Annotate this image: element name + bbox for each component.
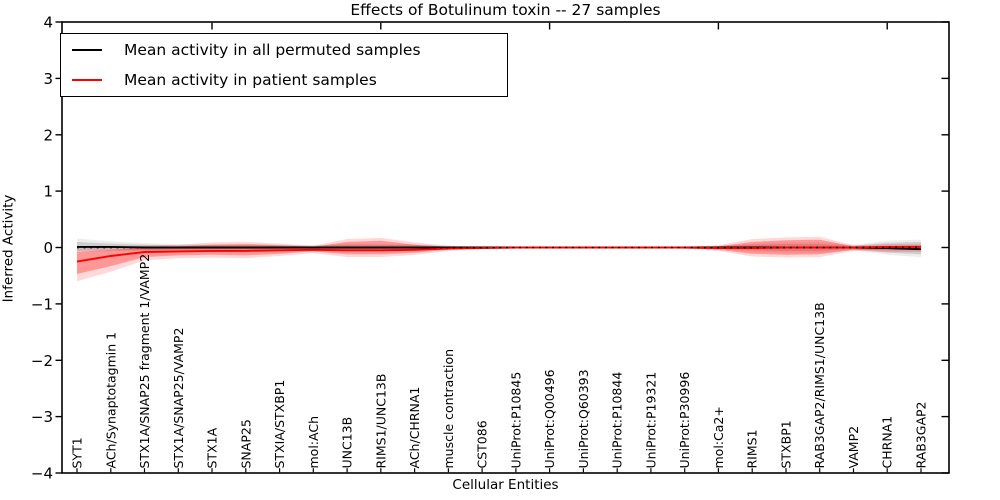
x-category-label: UNC13B [340,417,355,469]
x-category-label: UniProt:Q60393 [576,369,591,468]
legend-label-patient: Mean activity in patient samples [124,71,377,89]
y-tick-label: 1 [43,183,53,201]
y-tick-label: −3 [31,408,53,426]
y-tick-label: −4 [31,465,53,483]
y-tick-label: −2 [31,352,53,370]
x-category-label: STX1A [205,427,220,468]
mean-lines [76,245,922,263]
legend: Mean activity in all permuted samples Me… [60,33,508,97]
x-category-label: mol:ACh [306,416,321,469]
x-category-label: muscle contraction [441,349,456,469]
y-tick-labels: −4 −3 −2 −1 0 1 2 3 4 [31,14,53,483]
x-category-label: ACh/Synaptotagmin 1 [103,332,118,469]
x-category-label: SYT1 [70,437,85,468]
x-category-label: ACh/CHRNA1 [407,387,422,469]
legend-entry-patient: Mean activity in patient samples [61,65,507,95]
x-category-label: SNAP25 [238,419,253,468]
x-category-label: UniProt:P10844 [610,372,625,469]
x-category-label: RAB3GAP2/RIMS1/UNC13B [812,302,827,468]
y-tick-label: 2 [43,126,53,144]
x-category-label: mol:Ca2+ [711,406,726,468]
x-category-label: STX1A/SNAP25/VAMP2 [171,328,186,469]
x-category-label: RAB3GAP2 [914,402,929,469]
confidence-bands [77,236,921,282]
axis-ticks [55,21,949,474]
x-category-label: CST086 [475,420,490,468]
legend-line-black-icon [72,49,102,51]
y-tick-label: 3 [43,70,53,88]
x-category-label: RIMS1 [745,429,760,468]
legend-entry-permuted: Mean activity in all permuted samples [61,35,507,65]
legend-line-red-icon [72,79,102,81]
x-category-label: STXIA/STXBP1 [272,380,287,469]
x-category-label: UniProt:Q00496 [542,369,557,468]
x-category-label: UniProt:P30996 [677,372,692,469]
x-category-label: RIMS1/UNC13B [373,374,388,469]
x-category-label: UniProt:P19321 [643,372,658,469]
x-category-label: STX1A/SNAP25 fragment 1/VAMP2 [137,254,152,469]
y-tick-label: 4 [43,14,53,32]
x-category-label: VAMP2 [846,426,861,469]
mean-line-patient [76,245,921,263]
legend-label-permuted: Mean activity in all permuted samples [124,41,421,59]
x-category-label: CHRNA1 [880,416,895,469]
x-axis-label: Cellular Entities [452,477,559,493]
x-category-label: UniProt:P10845 [508,372,523,469]
y-tick-label: 0 [43,239,53,257]
x-category-labels: SYT1 ACh/Synaptotagmin 1 STX1A/SNAP25 frag… [70,254,929,469]
y-tick-label: −1 [31,295,53,313]
x-category-label: STXBP1 [779,420,794,468]
y-axis-label: Inferred Activity [0,194,17,303]
chart-title: Effects of Botulinum toxin -- 27 samples [350,1,661,19]
